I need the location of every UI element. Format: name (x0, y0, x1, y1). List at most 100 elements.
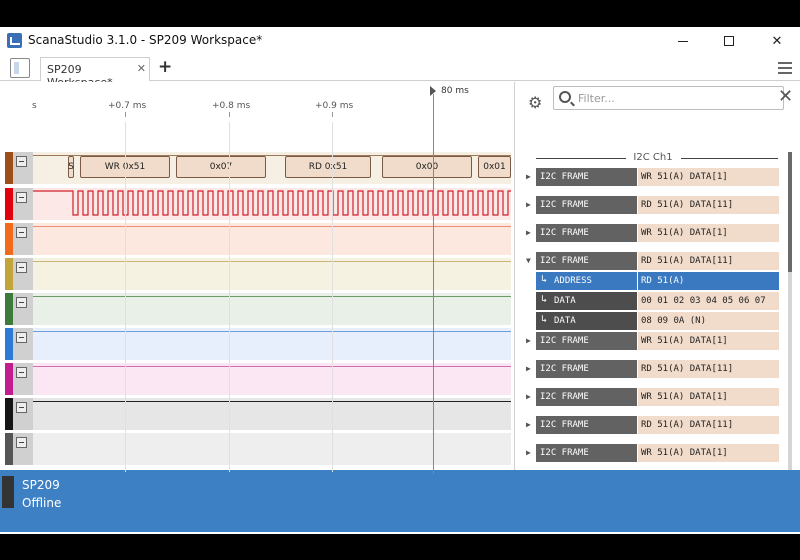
decoder-bubble[interactable]: RD 0x51 (285, 156, 371, 178)
chevron-down-icon[interactable]: ▼ (526, 256, 531, 265)
time-cursor-line[interactable] (433, 94, 434, 474)
channel-row[interactable] (0, 433, 515, 467)
packet-field-value: RD 51(A) (638, 272, 779, 290)
decoder-bubble[interactable]: S (68, 156, 74, 178)
tab-close-icon[interactable]: ✕ (136, 62, 146, 75)
chevron-right-icon[interactable]: ▶ (526, 228, 531, 237)
chevron-right-icon[interactable]: ▶ (526, 448, 531, 457)
channel-trace[interactable] (33, 223, 511, 255)
channel-color-swatch[interactable] (5, 363, 13, 395)
collapse-icon[interactable] (16, 227, 27, 238)
channel-color-swatch[interactable] (5, 188, 13, 220)
chevron-right-icon[interactable]: ▶ (526, 364, 531, 373)
chevron-right-icon[interactable]: ▶ (526, 200, 531, 209)
channel-trace[interactable] (33, 328, 511, 360)
channel-header[interactable] (13, 258, 33, 290)
channel-row[interactable] (0, 188, 515, 222)
packet-frame-row[interactable]: ▼ I2C FRAME RD 51(A) DATA[11] (526, 252, 780, 270)
close-panel-icon[interactable]: ✕ (778, 86, 794, 107)
collapse-icon[interactable] (16, 156, 27, 167)
packet-field-name: I2C FRAME (536, 416, 637, 434)
timeline-ruler[interactable]: s +0.7 ms +0.8 ms +0.9 ms 80 ms (0, 82, 515, 122)
channel-color-swatch[interactable] (5, 293, 13, 325)
collapse-icon[interactable] (16, 262, 27, 273)
collapse-icon[interactable] (16, 402, 27, 413)
channel-header[interactable] (13, 188, 33, 220)
channel-header[interactable] (13, 293, 33, 325)
add-tab-button[interactable]: + (158, 57, 173, 77)
channel-color-swatch[interactable] (5, 223, 13, 255)
channel-trace[interactable] (33, 433, 511, 465)
sliders-settings-icon[interactable] (778, 62, 792, 74)
tick-label: +0.8 ms (212, 101, 251, 111)
tab-bar: SP209 Workspace* ✕ + (0, 55, 800, 89)
channel-header[interactable] (13, 328, 33, 360)
channel-color-swatch[interactable] (5, 328, 13, 360)
channel-color-swatch[interactable] (5, 258, 13, 290)
channel-header[interactable] (13, 398, 33, 430)
collapse-icon[interactable] (16, 367, 27, 378)
channel-signal-line (33, 331, 511, 332)
chevron-right-icon[interactable]: ▶ (526, 336, 531, 345)
channel-row[interactable] (0, 398, 515, 432)
collapse-icon[interactable] (16, 297, 27, 308)
chevron-right-icon[interactable]: ▶ (526, 172, 531, 181)
channel-trace[interactable] (33, 258, 511, 290)
minimize-button[interactable] (660, 27, 706, 55)
channel-row[interactable] (0, 363, 515, 397)
gear-icon[interactable]: ⚙ (528, 93, 543, 112)
app-logo-icon (7, 33, 22, 48)
vertical-scrollbar[interactable] (788, 152, 792, 512)
side-panel-toggle-button[interactable] (10, 58, 30, 78)
channel-row[interactable]: S WR 0x51 0x07 RD 0x51 0x00 0x01 (0, 152, 515, 186)
chevron-right-icon[interactable]: ▶ (526, 420, 531, 429)
channel-color-swatch[interactable] (5, 433, 13, 465)
channel-row[interactable] (0, 293, 515, 327)
filter-placeholder: Filter... (578, 92, 615, 105)
channel-signal-line (33, 226, 511, 227)
tab-workspace[interactable]: SP209 Workspace* ✕ (40, 57, 150, 89)
channel-trace[interactable] (33, 363, 511, 395)
collapse-icon[interactable] (16, 332, 27, 343)
packet-field-value: RD 51(A) DATA[11] (638, 360, 779, 378)
decoder-bubble[interactable]: 0x00 (382, 156, 472, 178)
waveform-view[interactable]: s +0.7 ms +0.8 ms +0.9 ms 80 ms S WR 0x51… (0, 82, 515, 499)
channel-header[interactable] (13, 152, 33, 184)
packet-field-value: WR 51(A) DATA[1] (638, 332, 779, 350)
window-title: ScanaStudio 3.1.0 - SP209 Workspace* (28, 33, 263, 47)
channel-trace[interactable] (33, 398, 511, 430)
channel-row[interactable] (0, 223, 515, 257)
device-name[interactable]: SP209 (22, 478, 60, 492)
vertical-scrollbar-handle[interactable] (788, 152, 792, 272)
decoder-bubble[interactable]: 0x07 (176, 156, 266, 178)
channel-header[interactable] (13, 433, 33, 465)
channel-header[interactable] (13, 223, 33, 255)
channel-color-swatch[interactable] (5, 398, 13, 430)
channel-trace[interactable] (33, 293, 511, 325)
filter-input[interactable]: Filter... (553, 86, 784, 110)
chevron-right-icon[interactable]: ▶ (526, 392, 531, 401)
channel-header[interactable] (13, 363, 33, 395)
channel-color-swatch[interactable] (5, 152, 13, 184)
time-cursor-marker[interactable] (430, 86, 436, 96)
collapse-icon[interactable] (16, 192, 27, 203)
maximize-button[interactable] (706, 27, 752, 55)
channel-row[interactable] (0, 258, 515, 292)
collapse-icon[interactable] (16, 437, 27, 448)
packet-field-name: ADDRESS (536, 272, 637, 290)
close-window-button[interactable]: ✕ (754, 27, 800, 55)
packet-field-value: WR 51(A) DATA[1] (638, 444, 779, 462)
channel-row[interactable] (0, 328, 515, 362)
decoder-bubble[interactable]: 0x01 (478, 156, 511, 178)
